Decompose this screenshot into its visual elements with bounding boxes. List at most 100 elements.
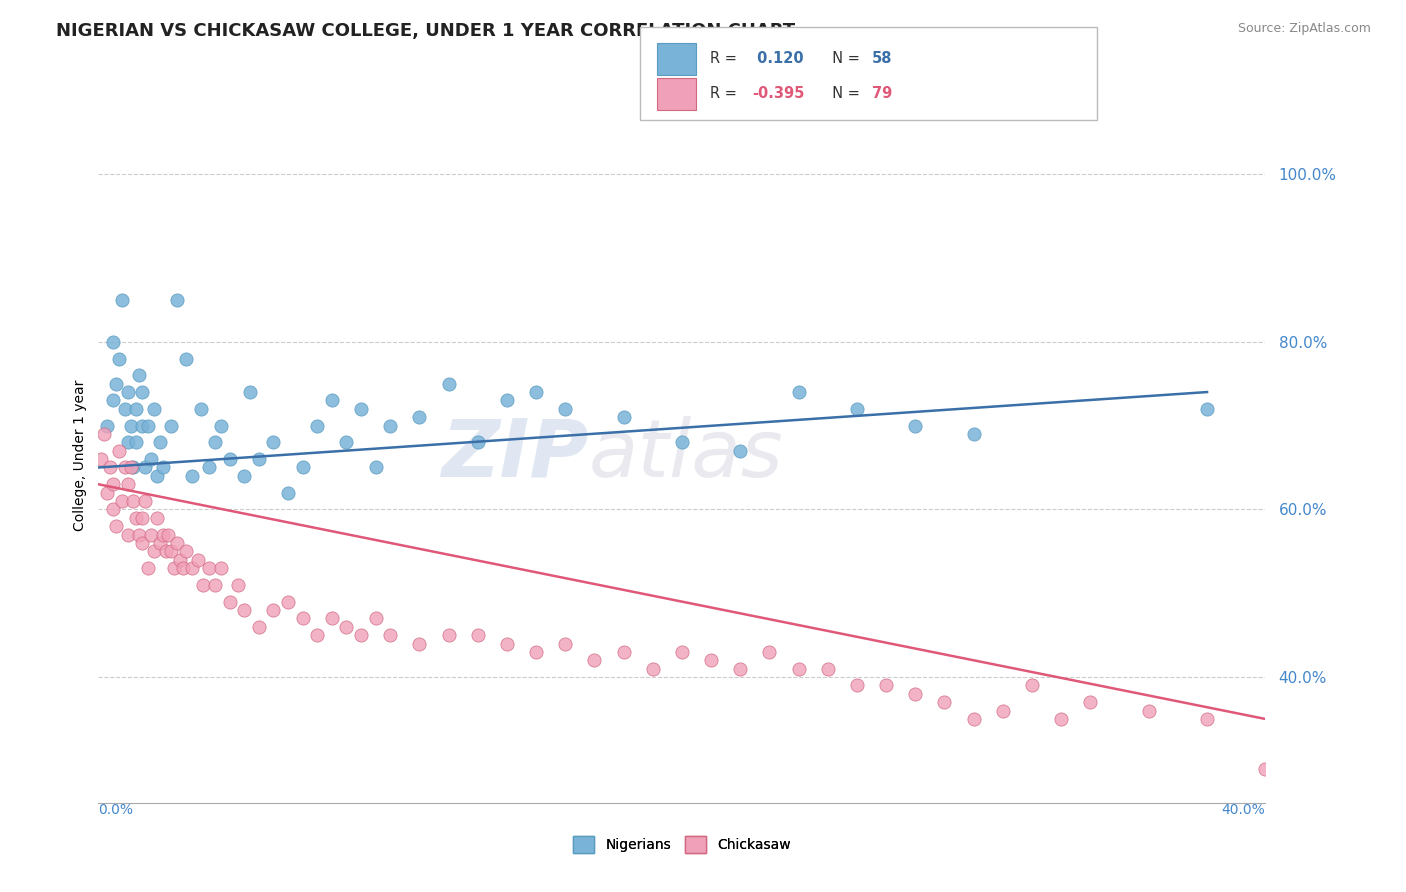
Point	[467, 435, 489, 450]
Point	[437, 376, 460, 391]
Point	[117, 527, 139, 541]
Point	[101, 334, 124, 349]
Point	[152, 460, 174, 475]
Point	[187, 552, 209, 566]
Point	[218, 594, 240, 608]
Point	[1197, 712, 1219, 726]
Point	[108, 443, 131, 458]
Point	[496, 636, 519, 650]
Point	[174, 351, 197, 366]
Point	[104, 376, 127, 391]
Point	[380, 628, 402, 642]
Point	[96, 418, 118, 433]
Text: NIGERIAN VS CHICKASAW COLLEGE, UNDER 1 YEAR CORRELATION CHART: NIGERIAN VS CHICKASAW COLLEGE, UNDER 1 Y…	[56, 22, 796, 40]
Point	[163, 561, 186, 575]
Point	[524, 385, 547, 400]
Point	[125, 435, 148, 450]
Text: -0.395: -0.395	[752, 87, 804, 101]
Point	[380, 418, 402, 433]
Point	[613, 410, 636, 425]
Point	[700, 653, 723, 667]
Point	[155, 544, 177, 558]
Point	[846, 678, 869, 692]
Point	[142, 544, 165, 558]
Point	[307, 628, 329, 642]
Point	[104, 519, 127, 533]
Text: ZIP: ZIP	[441, 416, 589, 494]
Point	[1137, 704, 1160, 718]
Text: 79: 79	[872, 87, 891, 101]
Point	[122, 494, 145, 508]
Text: 40.0%: 40.0%	[1222, 803, 1265, 817]
Point	[146, 468, 169, 483]
Point	[335, 620, 357, 634]
Point	[233, 468, 256, 483]
Point	[101, 393, 124, 408]
Point	[787, 662, 810, 676]
Point	[146, 510, 169, 524]
Point	[131, 418, 153, 433]
Point	[730, 662, 752, 676]
Point	[120, 460, 142, 475]
Point	[307, 418, 329, 433]
Text: N =: N =	[823, 87, 865, 101]
Point	[117, 385, 139, 400]
Point	[111, 293, 134, 307]
Point	[1050, 712, 1073, 726]
Point	[263, 435, 285, 450]
Point	[233, 603, 256, 617]
Point	[128, 368, 150, 383]
Point	[136, 561, 159, 575]
Legend: Nigerians, Chickasaw: Nigerians, Chickasaw	[568, 830, 796, 858]
Point	[350, 401, 373, 416]
Point	[172, 561, 194, 575]
Point	[408, 636, 430, 650]
Point	[101, 502, 124, 516]
Point	[218, 452, 240, 467]
Point	[190, 401, 212, 416]
Point	[166, 293, 188, 307]
Point	[1021, 678, 1043, 692]
Point	[96, 485, 118, 500]
Point	[166, 536, 188, 550]
Point	[239, 385, 262, 400]
Point	[335, 435, 357, 450]
Point	[117, 435, 139, 450]
Point	[111, 494, 134, 508]
Point	[817, 662, 839, 676]
Point	[149, 536, 172, 550]
Point	[228, 578, 250, 592]
Point	[122, 460, 145, 475]
Point	[134, 460, 156, 475]
Text: 0.120: 0.120	[752, 52, 804, 66]
Point	[321, 611, 343, 625]
Point	[198, 561, 221, 575]
Point	[198, 460, 221, 475]
Point	[136, 418, 159, 433]
Point	[277, 594, 299, 608]
Point	[131, 536, 153, 550]
Text: N =: N =	[823, 52, 865, 66]
Point	[291, 611, 314, 625]
Point	[134, 494, 156, 508]
Point	[875, 678, 897, 692]
Text: atlas: atlas	[589, 416, 783, 494]
Point	[120, 418, 142, 433]
Point	[263, 603, 285, 617]
Point	[131, 385, 153, 400]
Point	[496, 393, 519, 408]
Point	[204, 578, 226, 592]
Point	[247, 452, 270, 467]
Point	[554, 636, 576, 650]
Point	[93, 427, 115, 442]
Point	[247, 620, 270, 634]
Point	[204, 435, 226, 450]
Point	[152, 527, 174, 541]
Point	[613, 645, 636, 659]
Point	[671, 435, 693, 450]
Point	[108, 351, 131, 366]
Point	[157, 527, 180, 541]
Point	[467, 628, 489, 642]
Point	[730, 443, 752, 458]
Point	[1197, 401, 1219, 416]
